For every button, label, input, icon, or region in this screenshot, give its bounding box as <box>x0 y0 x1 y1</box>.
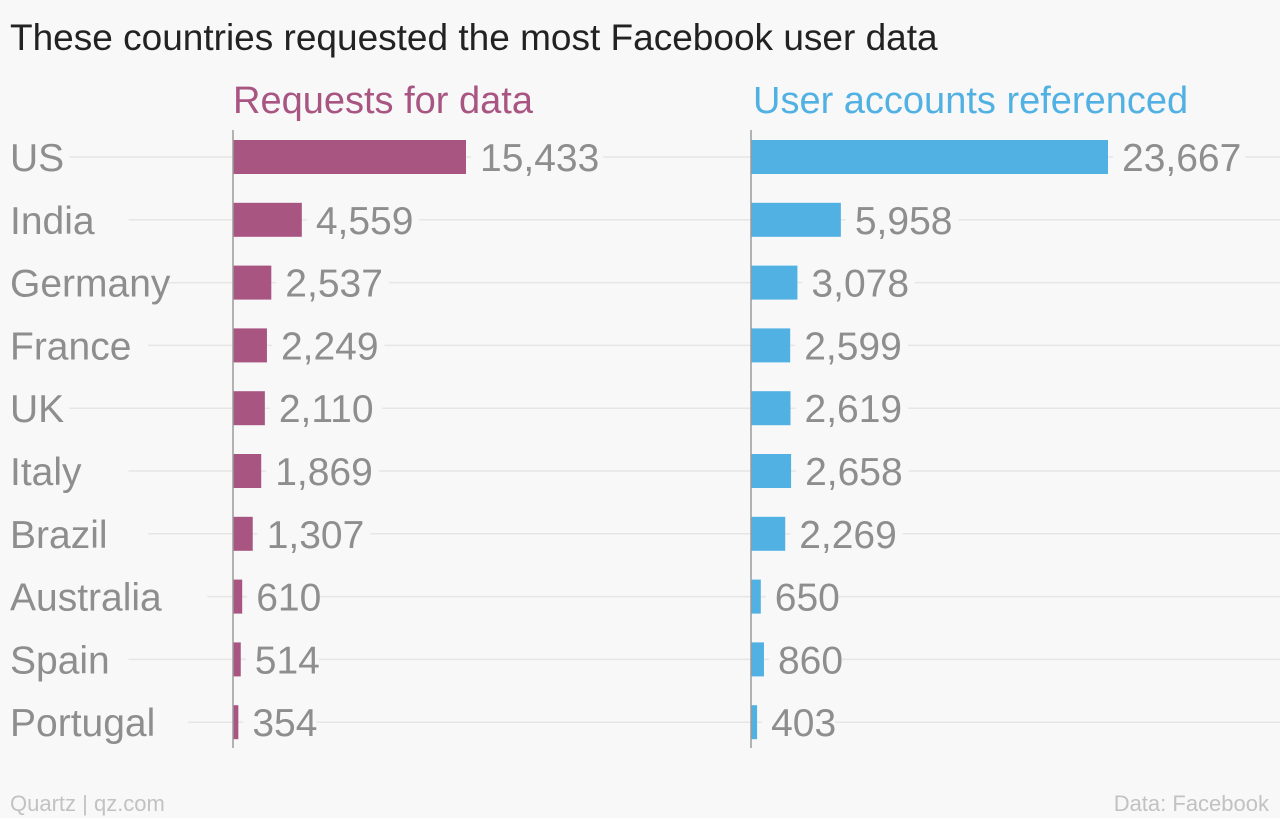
value-label-requests: 4,559 <box>316 200 414 243</box>
value-label-user-accounts: 2,658 <box>805 451 903 494</box>
value-label-user-accounts: 650 <box>775 577 840 620</box>
value-label-requests: 15,433 <box>480 137 599 180</box>
bar-user-accounts <box>751 454 792 488</box>
panel-user-accounts: User accounts referenced 23,667 5,958 3,07… <box>750 80 1246 748</box>
bar-user-accounts <box>751 202 841 237</box>
panel-requests: Requests for data 15,433 4,559 2,537 2,249 2… <box>232 80 604 748</box>
country-label: Australia <box>10 577 162 620</box>
country-label: Brazil <box>10 514 108 557</box>
value-label-requests: 1,869 <box>275 451 373 494</box>
bar-user-accounts <box>751 579 761 614</box>
label-backdrop <box>845 215 959 224</box>
label-backdrop <box>247 592 321 601</box>
label-backdrop <box>306 215 420 224</box>
label-backdrop <box>257 529 371 538</box>
label-backdrop <box>245 655 319 664</box>
label-backdrop <box>795 341 908 350</box>
value-label-requests: 2,537 <box>285 263 383 306</box>
label-backdrop <box>768 655 843 664</box>
bar-requests <box>233 140 466 174</box>
label-backdrop <box>762 718 836 727</box>
country-label: US <box>10 137 64 180</box>
label-backdrop <box>269 404 383 413</box>
label-backdrop <box>1113 153 1246 161</box>
bar-user-accounts <box>751 391 791 426</box>
country-label: Italy <box>10 451 82 494</box>
label-backdrop <box>790 529 903 538</box>
value-label-user-accounts: 3,078 <box>811 263 909 306</box>
bar-requests <box>233 328 267 363</box>
bar-user-accounts <box>751 516 786 551</box>
label-backdrop <box>471 153 604 161</box>
bar-requests <box>233 391 265 426</box>
value-label-user-accounts: 23,667 <box>1122 137 1241 180</box>
label-backdrop <box>765 592 839 601</box>
country-label: Spain <box>10 639 110 682</box>
value-label-requests: 514 <box>255 639 320 682</box>
label-backdrop <box>266 467 379 475</box>
country-label: Portugal <box>10 702 155 745</box>
country-label: India <box>10 200 95 243</box>
value-label-user-accounts: 2,269 <box>799 514 897 557</box>
label-backdrop <box>795 404 909 413</box>
bar-user-accounts <box>751 642 764 677</box>
value-label-user-accounts: 2,619 <box>805 388 903 431</box>
value-label-user-accounts: 403 <box>771 702 836 745</box>
value-label-user-accounts: 860 <box>778 639 843 682</box>
bar-requests <box>233 454 262 488</box>
bar-requests <box>233 705 239 740</box>
bar-requests <box>233 579 243 614</box>
footer-source-left: Quartz | qz.com <box>10 791 165 816</box>
label-backdrop <box>796 467 909 475</box>
bar-user-accounts <box>751 328 791 363</box>
bar-requests <box>233 516 253 551</box>
panel-title-requests: Requests for data <box>233 80 534 122</box>
country-labels: US India Germany France UK Italy Brazil Austral… <box>10 137 171 745</box>
bar-requests <box>233 202 302 237</box>
country-label: Germany <box>10 263 171 306</box>
label-backdrop <box>802 278 915 287</box>
bar-requests <box>233 642 241 677</box>
value-label-user-accounts: 5,958 <box>855 200 953 243</box>
country-label: France <box>10 325 131 368</box>
footer-source-right: Data: Facebook <box>1114 791 1270 816</box>
bar-user-accounts <box>751 265 798 300</box>
country-label: UK <box>10 388 64 431</box>
value-label-requests: 610 <box>256 577 321 620</box>
label-backdrop <box>243 718 317 727</box>
value-label-requests: 2,110 <box>279 388 374 431</box>
bar-requests <box>233 265 272 300</box>
label-backdrop <box>271 341 385 350</box>
value-label-requests: 2,249 <box>281 325 379 368</box>
value-label-requests: 354 <box>252 702 317 745</box>
bar-user-accounts <box>751 140 1108 174</box>
value-label-user-accounts: 2,599 <box>804 325 902 368</box>
chart-title: These countries requested the most Faceb… <box>10 17 938 58</box>
bar-user-accounts <box>751 705 758 740</box>
label-backdrop <box>276 278 389 287</box>
panel-title-user-accounts: User accounts referenced <box>753 80 1188 122</box>
value-label-requests: 1,307 <box>267 514 365 557</box>
gridlines <box>69 156 1280 723</box>
